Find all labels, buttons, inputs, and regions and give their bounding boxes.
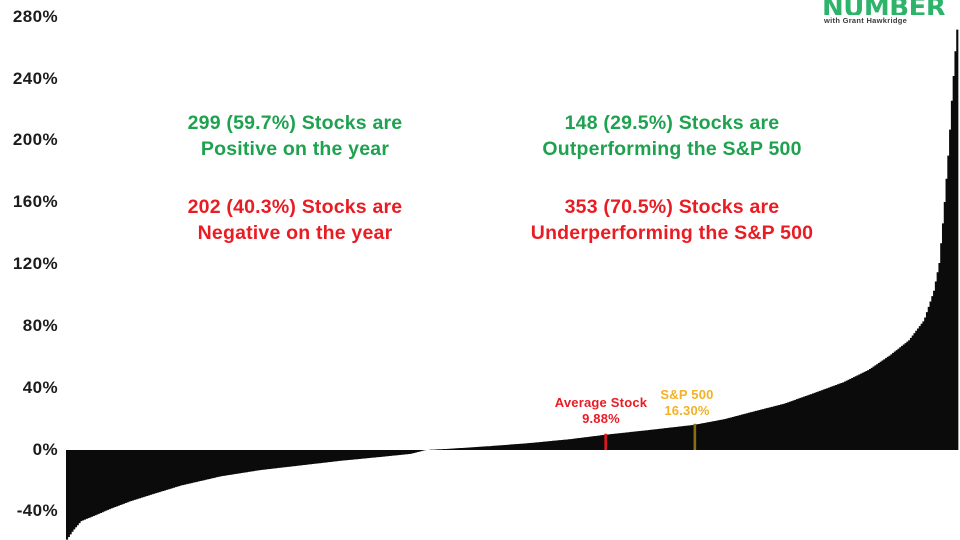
brand-logo: NUMBER with Grant Hawkridge [822, 0, 957, 25]
annotation-line: Negative on the year [197, 222, 393, 244]
bars-series [66, 29, 959, 540]
brand-logo-clip: NUMBER [822, 0, 957, 15]
annotation-line: Outperforming the S&P 500 [542, 138, 802, 160]
y-axis-tick-label: 0% [32, 439, 58, 459]
annotation-line: Underperforming the S&P 500 [530, 222, 814, 244]
y-axis-tick-label: 200% [12, 130, 58, 150]
sp500-label: S&P 500 16.30% [637, 387, 737, 419]
y-axis-tick-label: 280% [12, 6, 58, 26]
annotation-line: 353 (70.5%) Stocks are [564, 196, 780, 218]
annotation-line: 148 (29.5%) Stocks are [564, 112, 780, 134]
annotation-line: Positive on the year [200, 138, 390, 160]
sp500-value: 16.30% [664, 403, 710, 418]
annotation-negative-stocks: 202 (40.3%) Stocks are Negative on the y… [85, 194, 505, 246]
average-stock-value: 9.88% [582, 411, 620, 426]
average-stock-label: Average Stock 9.88% [541, 395, 661, 427]
annotation-outperforming-stocks: 148 (29.5%) Stocks are Outperforming the… [462, 110, 882, 162]
y-axis-tick-label: 40% [22, 377, 58, 397]
annotation-underperforming-stocks: 353 (70.5%) Stocks are Underperforming t… [462, 194, 882, 246]
annotation-line: 202 (40.3%) Stocks are [187, 196, 403, 218]
average-stock-name: Average Stock [554, 395, 648, 410]
brand-wordmark: NUMBER [822, 0, 946, 15]
y-axis-tick-label: 240% [12, 68, 58, 88]
annotation-positive-stocks: 299 (59.7%) Stocks are Positive on the y… [85, 110, 505, 162]
annotation-line: 299 (59.7%) Stocks are [187, 112, 403, 134]
brand-tagline: with Grant Hawkridge [824, 16, 908, 25]
y-axis-tick-label: 160% [12, 192, 58, 212]
y-axis-tick-label: 120% [12, 254, 58, 274]
sp500-name: S&P 500 [660, 387, 714, 402]
y-axis-tick-label: -40% [16, 501, 58, 521]
y-axis-tick-label: 80% [22, 315, 58, 335]
